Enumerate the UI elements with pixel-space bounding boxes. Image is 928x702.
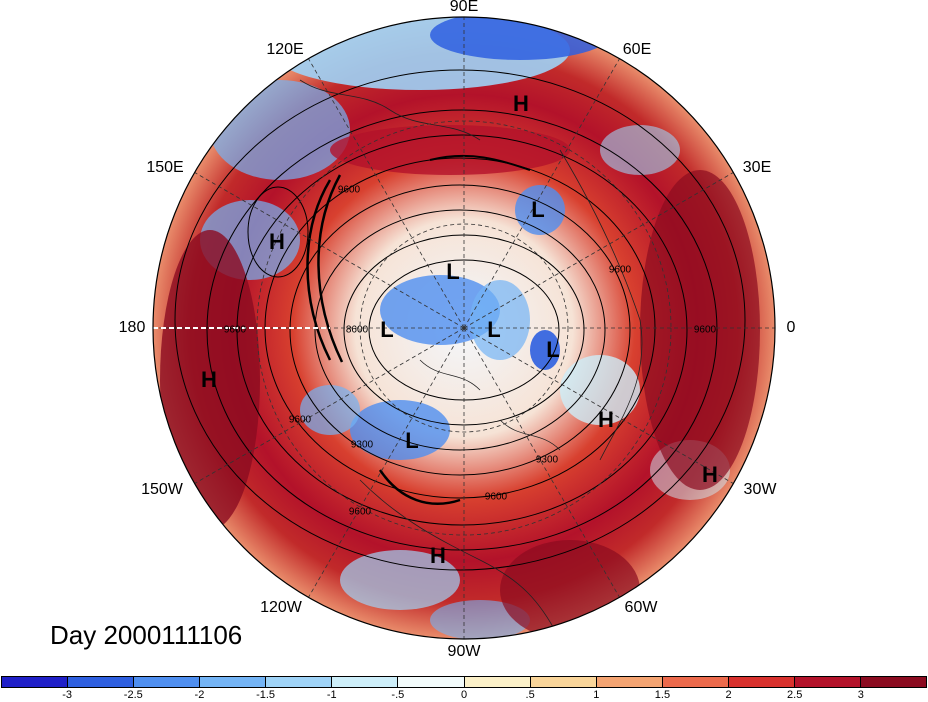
lon-label-180: 180 [118, 319, 146, 336]
low-pressure-marker: L [380, 317, 394, 342]
colorbar-tick-label: -3 [62, 689, 73, 701]
colorbar-tick-label: -2 [194, 689, 205, 701]
colorbar-segment [728, 677, 795, 687]
colorbar-segment [68, 677, 135, 687]
colorbar-tick-label: 1.5 [654, 689, 671, 701]
high-pressure-marker: H [702, 462, 718, 487]
colorbar-segment [464, 677, 531, 687]
colorbar-tick-label: -2.5 [123, 689, 143, 701]
high-pressure-marker: H [430, 543, 446, 568]
colorbar-segment [662, 677, 729, 687]
contour-label: 9600 [693, 324, 717, 336]
colorbar-segment [266, 677, 333, 687]
lon-label-90e: 90E [449, 0, 479, 15]
polar-stereographic-map [152, 16, 776, 640]
low-pressure-marker: L [546, 337, 560, 362]
lon-label-30w: 30W [743, 481, 777, 498]
contour-label: 9600 [337, 184, 361, 196]
colorbar-segment [332, 677, 399, 687]
colorbar-segment [2, 677, 69, 687]
contour-label: 9600 [223, 324, 247, 336]
high-pressure-marker: H [598, 407, 614, 432]
contour-label: 9300 [350, 439, 374, 451]
contour-label: 8600 [345, 324, 369, 336]
lon-label-150w: 150W [141, 481, 183, 498]
high-pressure-marker: H [269, 229, 285, 254]
lon-label-90w: 90W [447, 643, 481, 660]
lon-label-120e: 120E [266, 41, 304, 58]
low-pressure-marker: L [487, 317, 501, 342]
low-pressure-marker: L [405, 428, 419, 453]
colorbar-segment [861, 677, 927, 687]
colorbar-segment [530, 677, 597, 687]
lon-label-120w: 120W [260, 599, 302, 616]
colorbar-segment [596, 677, 663, 687]
lon-label-0: 0 [786, 319, 796, 336]
colorbar-segment [794, 677, 862, 687]
contour-label: 9600 [484, 491, 508, 503]
contour-label: 9600 [608, 264, 632, 276]
colorbar-segment [398, 677, 465, 687]
lon-label-150e: 150E [146, 159, 184, 176]
lon-label-60w: 60W [624, 599, 658, 616]
colorbar-tick-label: 2.5 [787, 689, 803, 701]
colorbar-tick-label: -1.5 [256, 689, 276, 701]
colorbar-tick-label: 0 [460, 689, 468, 701]
contour-label: 9600 [348, 506, 372, 518]
low-pressure-marker: L [446, 259, 460, 284]
colorbar-segment [200, 677, 267, 687]
colorbar-tick-label: 1 [593, 689, 600, 701]
colorbar-tick-label: -1 [326, 689, 337, 701]
colorbar-tick-label: .5 [525, 689, 535, 701]
colorbar-segment [134, 677, 201, 687]
high-pressure-marker: H [513, 91, 529, 116]
colorbar-tick-label: 3 [857, 689, 864, 701]
date-title: Day 2000111106 [50, 620, 243, 650]
map-boundary [152, 16, 776, 640]
contour-label: 9300 [535, 454, 559, 466]
colorbar-tick-label: 2 [725, 689, 732, 701]
low-pressure-marker: L [531, 197, 545, 222]
lon-label-30e: 30E [742, 159, 772, 176]
high-pressure-marker: H [201, 367, 217, 392]
colorbar [1, 676, 927, 688]
contour-label: 9600 [288, 414, 312, 426]
lon-label-60e: 60E [622, 41, 652, 58]
colorbar-tick-label: -.5 [391, 689, 405, 701]
